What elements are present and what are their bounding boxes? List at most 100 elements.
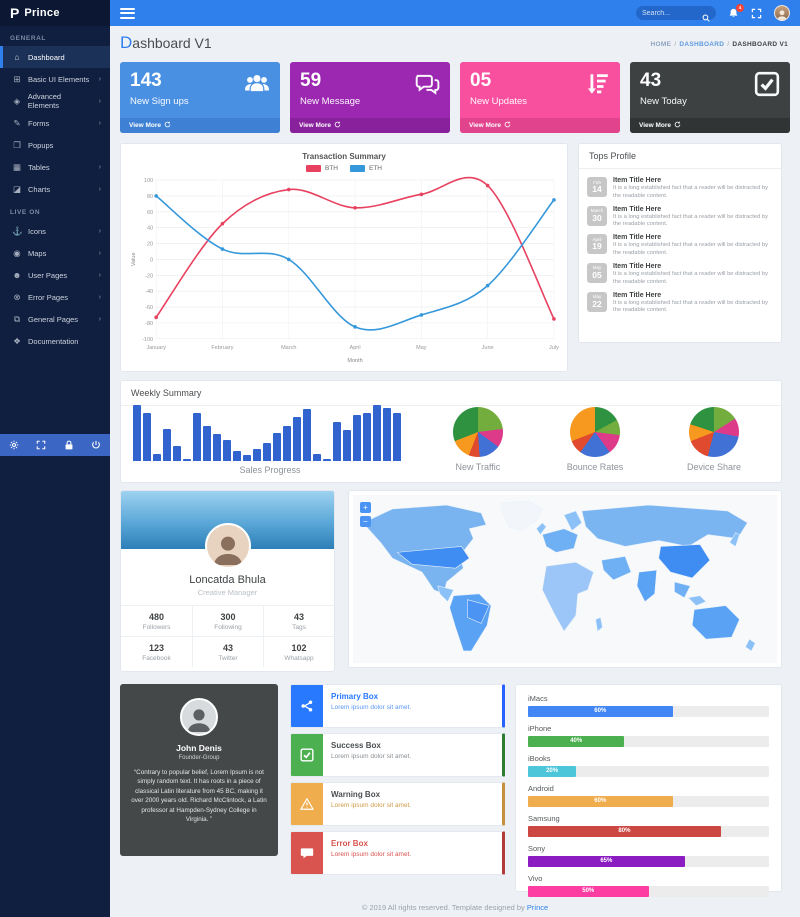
stat-caption: Whatsapp — [284, 655, 314, 662]
tops-profile-item: April 19 Item Title Here It is a long estab… — [587, 234, 773, 258]
search-icon[interactable] — [702, 9, 710, 22]
sidebar-item-tables[interactable]: ▦ Tables › — [0, 156, 110, 178]
fullscreen-button[interactable] — [751, 8, 762, 19]
date-badge: May 05 — [587, 262, 607, 283]
sales-bar — [153, 454, 161, 461]
sales-bar — [203, 426, 211, 461]
sales-progress-label: Sales Progress — [239, 465, 301, 475]
user-avatar[interactable] — [774, 5, 790, 21]
sidebar-item-error-pages[interactable]: ⊗ Error Pages › — [0, 286, 110, 308]
chevron-right-icon: › — [98, 185, 101, 193]
profile-stat-cell: 123 Facebook — [121, 636, 192, 667]
notifications-button[interactable]: 4 — [728, 3, 744, 19]
world-map-canvas[interactable]: + − — [353, 495, 777, 663]
sidebar-item-documentation[interactable]: ❖ Documentation — [0, 330, 110, 352]
progress-fill: 60% — [528, 795, 673, 807]
svg-text:May: May — [416, 345, 427, 351]
sidebar-item-dashboard[interactable]: ⌂ Dashboard — [0, 46, 110, 68]
view-more-link[interactable]: View More — [290, 118, 450, 133]
sidebar-item-advanced-elements[interactable]: ◈ Advanced Elements › — [0, 90, 110, 112]
users-icon — [244, 71, 270, 97]
profile-name: Loncatda Bhula — [189, 574, 266, 586]
chevron-right-icon: › — [98, 97, 101, 105]
tops-profile-title: Tops Profile — [579, 144, 781, 169]
breadcrumb-link[interactable]: DASHBOARD — [679, 41, 725, 48]
lock-icon[interactable] — [64, 440, 74, 450]
stat-card-new-updates: 05 New Updates View More — [460, 62, 620, 133]
svg-text:40: 40 — [147, 226, 153, 232]
legend-item-eth[interactable]: ETH — [350, 165, 382, 172]
bounce-rates-pie-block: Bounce Rates — [567, 407, 623, 472]
app-logo[interactable]: P Prince — [0, 0, 110, 26]
warning-icon — [291, 783, 323, 825]
view-more-link[interactable]: View More — [630, 118, 790, 133]
breadcrumb-separator: / — [727, 41, 730, 48]
quote-author-name: John Denis — [176, 743, 222, 753]
gear-icon[interactable] — [9, 440, 19, 450]
tables-icon: ▦ — [12, 161, 22, 172]
item-title: Item Title Here — [613, 234, 662, 242]
share-icon — [291, 685, 323, 727]
sidebar-section-label: GENERAL — [10, 35, 46, 42]
sidebar-item-label: Maps — [28, 248, 47, 258]
check-square-icon — [754, 71, 780, 97]
refresh-icon — [504, 121, 511, 130]
sales-bar — [233, 450, 241, 461]
stat-value: 143 — [130, 70, 162, 91]
sidebar-item-popups[interactable]: ❐ Popups — [0, 134, 110, 156]
tops-profile-item: Feb 14 Item Title Here It is a long establi… — [587, 177, 773, 201]
view-more-link[interactable]: View More — [460, 118, 620, 133]
primary-box: Primary Box Lorem ipsum dolor sit amet. — [290, 684, 505, 728]
badge-month: March — [590, 208, 604, 214]
menu-toggle-button[interactable] — [120, 7, 135, 19]
item-text: It is a long established fact that a rea… — [613, 299, 768, 314]
transaction-summary-card: Transaction Summary BTH ETH -100 -80 -60 -40… — [120, 143, 568, 372]
svg-text:20: 20 — [147, 242, 153, 248]
view-more-label: View More — [129, 122, 162, 129]
badge-day: 14 — [592, 184, 602, 194]
sidebar-item-charts[interactable]: ◪ Charts › — [0, 178, 110, 200]
page-footer: © 2019 All rights reserved. Template des… — [110, 903, 800, 912]
legend-item-bth[interactable]: BTH — [306, 165, 338, 172]
sidebar-item-label: Error Pages — [28, 292, 69, 302]
map-zoom-in-button[interactable]: + — [360, 502, 371, 513]
view-more-link[interactable]: View More — [120, 118, 280, 133]
power-icon[interactable] — [91, 440, 101, 450]
sidebar-item-user-pages[interactable]: ☻ User Pages › — [0, 264, 110, 286]
device-label: Sony — [528, 844, 546, 853]
popups-icon: ❐ — [13, 139, 21, 150]
device-progress-row-ibooks: iBooks 20% — [528, 754, 769, 777]
item-title: Item Title Here — [613, 262, 662, 270]
expand-icon[interactable] — [36, 440, 46, 450]
badge-month: May — [592, 265, 602, 271]
charts-icon: ◪ — [12, 183, 22, 194]
svg-text:100: 100 — [144, 178, 153, 184]
sidebar-item-general-pages[interactable]: ⧉ General Pages › — [0, 308, 110, 330]
svg-text:-80: -80 — [145, 321, 153, 327]
breadcrumb-link[interactable]: HOME — [650, 41, 672, 48]
sidebar-item-forms[interactable]: ✎ Forms › — [0, 112, 110, 134]
device-progress-row-iphone: iPhone 40% — [528, 724, 769, 747]
sidebar-item-icons[interactable]: ⚓ Icons › — [0, 220, 110, 242]
tops-profile-item: March 30 Item Title Here It is a long estab… — [587, 205, 773, 230]
sidebar-item-label: User Pages — [28, 270, 68, 280]
home-icon: ⌂ — [14, 52, 20, 62]
item-title: Item Title Here — [613, 291, 662, 299]
progress-track: 60% — [528, 795, 769, 807]
item-text: It is a long established fact that a rea… — [613, 213, 768, 228]
view-more-label: View More — [299, 122, 332, 129]
footer-brand-link[interactable]: Prince — [526, 903, 549, 912]
sidebar-item-basic-ui-elements[interactable]: ⊞ Basic UI Elements › — [0, 68, 110, 90]
search-input[interactable] — [642, 9, 699, 17]
stat-caption: Followers — [142, 624, 171, 631]
sales-bar — [373, 405, 381, 461]
sidebar-item-label: Advanced Elements — [27, 92, 62, 110]
svg-text:80: 80 — [147, 194, 153, 200]
map-zoom-out-button[interactable]: − — [360, 516, 371, 527]
sales-bar — [253, 448, 261, 461]
sales-progress-block: Sales Progress — [133, 405, 407, 475]
pie-charts-row: New Traffic Bounce Rates Device Share — [421, 401, 773, 478]
sales-bar — [313, 454, 321, 461]
item-text: It is a long established fact that a rea… — [613, 185, 768, 199]
sidebar-item-maps[interactable]: ◉ Maps › — [0, 242, 110, 264]
